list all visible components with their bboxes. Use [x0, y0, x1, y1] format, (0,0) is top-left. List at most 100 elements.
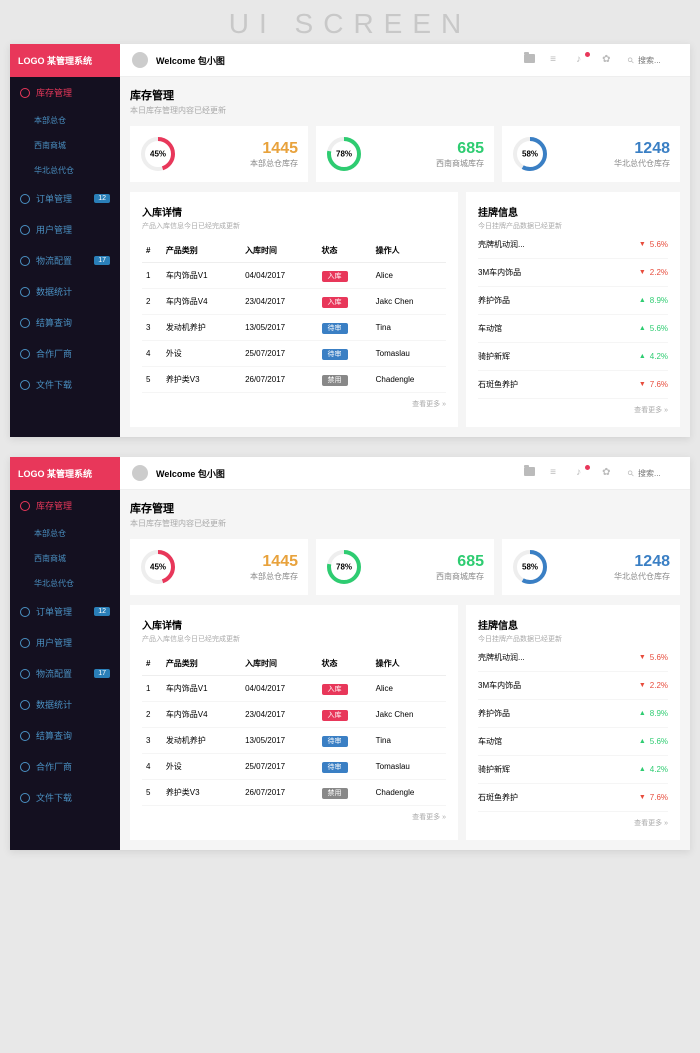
listing-more-link[interactable]: 查看更多 »: [478, 818, 668, 828]
sidebar-item[interactable]: 结算查询: [10, 307, 120, 338]
nav-label: 库存管理: [36, 499, 72, 512]
inbound-date: 04/04/2017: [241, 263, 317, 289]
sidebar-item[interactable]: 数据统计: [10, 276, 120, 307]
trend-value: 5.6%: [650, 240, 668, 249]
nav-label: 结算查询: [36, 316, 72, 329]
layers-icon[interactable]: [550, 467, 562, 479]
sidebar-item[interactable]: 文件下载: [10, 782, 120, 813]
stat-label: 华北总代仓库存: [556, 158, 670, 169]
sidebar-item[interactable]: 结算查询: [10, 720, 120, 751]
table-row[interactable]: 4 外设 25/07/2017 待审 Tomaslau: [142, 754, 446, 780]
table-header: 状态: [318, 652, 372, 676]
sidebar-subitem[interactable]: 本部总仓: [10, 521, 120, 546]
listing-row[interactable]: 石斑鱼养护 ▼ 7.6%: [478, 784, 668, 812]
table-row[interactable]: 2 车内饰品V4 23/04/2017 入库 Jakc Chen: [142, 289, 446, 315]
logo: LOGO 某管理系统: [10, 457, 120, 490]
sidebar-item[interactable]: 合作厂商: [10, 338, 120, 369]
sidebar-item[interactable]: 物流配置17: [10, 245, 120, 276]
listing-row[interactable]: 3M车内饰品 ▼ 2.2%: [478, 672, 668, 700]
notification-icon[interactable]: [576, 467, 588, 479]
table-header: 操作人: [372, 239, 446, 263]
search[interactable]: [628, 56, 678, 65]
trend-value: 8.9%: [650, 709, 668, 718]
status-badge: 待审: [322, 349, 348, 360]
trend-value: 5.6%: [650, 737, 668, 746]
up-arrow-icon: ▲: [639, 325, 646, 332]
stat-card: 45% 1445 本部总仓库存: [130, 126, 308, 182]
listing-row[interactable]: 骑护新辉 ▲ 4.2%: [478, 343, 668, 371]
section-title: 库存管理: [130, 500, 680, 516]
avatar[interactable]: [132, 52, 148, 68]
sidebar-item[interactable]: 用户管理: [10, 214, 120, 245]
table-row[interactable]: 5 养护类V3 26/07/2017 禁用 Chadengle: [142, 367, 446, 393]
folder-icon[interactable]: [524, 467, 536, 479]
table-row[interactable]: 1 车内饰品V1 04/04/2017 入库 Alice: [142, 263, 446, 289]
sidebar-item[interactable]: 用户管理: [10, 627, 120, 658]
nav-label: 用户管理: [36, 223, 72, 236]
operator: Chadengle: [372, 367, 446, 393]
search[interactable]: [628, 469, 678, 478]
up-arrow-icon: ▲: [639, 766, 646, 773]
nav-badge: 12: [94, 194, 110, 203]
notification-icon[interactable]: [576, 54, 588, 66]
listing-row[interactable]: 壳牌机动润... ▼ 5.6%: [478, 231, 668, 259]
nav-badge: 12: [94, 607, 110, 616]
sidebar-subitem[interactable]: 华北总代仓: [10, 571, 120, 596]
status-badge: 禁用: [322, 788, 348, 799]
panels: 入库详情 产品入库信息今日已经完成更新 #产品类别入库时间状态操作人 1 车内饰…: [130, 605, 680, 840]
listing-row[interactable]: 壳牌机动润... ▼ 5.6%: [478, 644, 668, 672]
listing-row[interactable]: 骑护新辉 ▲ 4.2%: [478, 756, 668, 784]
table-row[interactable]: 2 车内饰品V4 23/04/2017 入库 Jakc Chen: [142, 702, 446, 728]
search-input[interactable]: [638, 469, 678, 478]
inbound-more-link[interactable]: 查看更多 »: [142, 399, 446, 409]
sidebar-item[interactable]: 数据统计: [10, 689, 120, 720]
stat-card: 45% 1445 本部总仓库存: [130, 539, 308, 595]
product-category: 外设: [162, 754, 241, 780]
sidebar-item[interactable]: 库存管理: [10, 490, 120, 521]
listing-row[interactable]: 车动馆 ▲ 5.6%: [478, 315, 668, 343]
table-row[interactable]: 1 车内饰品V1 04/04/2017 入库 Alice: [142, 676, 446, 702]
row-index: 3: [142, 728, 162, 754]
sidebar-item[interactable]: 订单管理12: [10, 183, 120, 214]
listing-more-link[interactable]: 查看更多 »: [478, 405, 668, 415]
status-badge: 入库: [322, 297, 348, 308]
operator: Jakc Chen: [372, 289, 446, 315]
nav-label: 文件下载: [36, 791, 72, 804]
sidebar-item[interactable]: 库存管理: [10, 77, 120, 108]
sidebar-subitem[interactable]: 华北总代仓: [10, 158, 120, 183]
sidebar-item[interactable]: 订单管理12: [10, 596, 120, 627]
avatar[interactable]: [132, 465, 148, 481]
listing-row[interactable]: 石斑鱼养护 ▼ 7.6%: [478, 371, 668, 399]
sidebar-item[interactable]: 合作厂商: [10, 751, 120, 782]
table-row[interactable]: 3 发动机养护 13/05/2017 待审 Tina: [142, 315, 446, 341]
settings-icon[interactable]: [602, 54, 614, 66]
settings-icon[interactable]: [602, 467, 614, 479]
trend: ▼ 7.6%: [639, 793, 668, 802]
up-arrow-icon: ▲: [639, 710, 646, 717]
listing-row[interactable]: 3M车内饰品 ▼ 2.2%: [478, 259, 668, 287]
inbound-date: 23/04/2017: [241, 702, 317, 728]
table-row[interactable]: 4 外设 25/07/2017 待审 Tomaslau: [142, 341, 446, 367]
listing-row[interactable]: 车动馆 ▲ 5.6%: [478, 728, 668, 756]
listing-name: 3M车内饰品: [478, 680, 521, 691]
folder-icon[interactable]: [524, 54, 536, 66]
listing-name: 养护饰品: [478, 295, 510, 306]
sidebar-subitem[interactable]: 西南商城: [10, 133, 120, 158]
table-row[interactable]: 5 养护类V3 26/07/2017 禁用 Chadengle: [142, 780, 446, 806]
trend: ▼ 5.6%: [639, 653, 668, 662]
layers-icon[interactable]: [550, 54, 562, 66]
inbound-date: 25/07/2017: [241, 341, 317, 367]
operator: Tina: [372, 315, 446, 341]
listing-row[interactable]: 养护饰品 ▲ 8.9%: [478, 287, 668, 315]
sidebar-item[interactable]: 物流配置17: [10, 658, 120, 689]
main: Welcome 包小图 库存管理 本日库存管理内容已经更新: [120, 44, 690, 437]
sidebar-subitem[interactable]: 西南商城: [10, 546, 120, 571]
table-row[interactable]: 3 发动机养护 13/05/2017 待审 Tina: [142, 728, 446, 754]
listing-row[interactable]: 养护饰品 ▲ 8.9%: [478, 700, 668, 728]
sidebar-item[interactable]: 文件下载: [10, 369, 120, 400]
sidebar-subitem[interactable]: 本部总仓: [10, 108, 120, 133]
search-input[interactable]: [638, 56, 678, 65]
product-category: 发动机养护: [162, 315, 241, 341]
inbound-more-link[interactable]: 查看更多 »: [142, 812, 446, 822]
stat-label: 本部总仓库存: [184, 571, 298, 582]
